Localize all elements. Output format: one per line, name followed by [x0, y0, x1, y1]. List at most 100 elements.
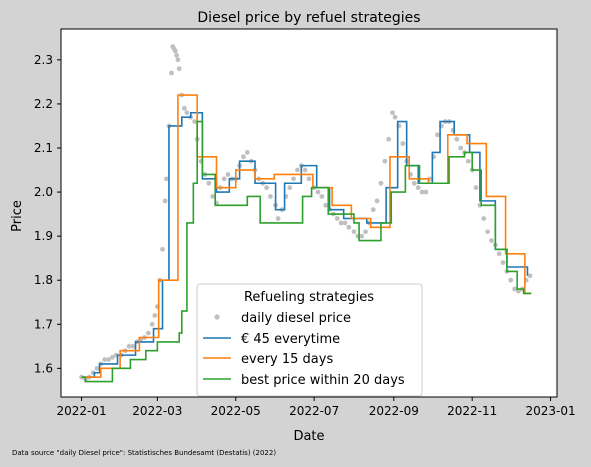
strategy-lines — [81, 94, 532, 383]
y-tick-label: 1.6 — [34, 361, 53, 375]
daily-price-point — [264, 185, 269, 191]
daily-price-point — [415, 185, 421, 191]
daily-price-point — [382, 158, 388, 164]
series-line-best-price-within-20-days — [81, 120, 532, 383]
daily-price-point — [172, 48, 178, 54]
daily-price-point — [351, 229, 357, 235]
daily-price-point — [315, 189, 321, 195]
daily-price-point — [181, 105, 187, 111]
daily-price-point — [512, 286, 517, 292]
daily-price-point — [175, 57, 181, 63]
daily-price-point — [489, 238, 494, 243]
daily-price-point — [130, 343, 136, 349]
legend-marker-daily-price — [214, 314, 220, 320]
daily-price-point — [419, 189, 425, 195]
x-tick-label: 2022-11 — [447, 404, 497, 418]
daily-price-point — [323, 202, 329, 208]
daily-price-point — [473, 185, 479, 191]
legend-title: Refueling strategies — [244, 290, 374, 305]
daily-price-point — [221, 176, 227, 182]
y-tick-label: 1.7 — [34, 317, 53, 331]
daily-price-point — [370, 207, 376, 213]
daily-price-point — [374, 198, 380, 204]
daily-price-point — [163, 176, 169, 182]
daily-price-point — [106, 357, 111, 362]
legend-label-daily-price: daily diesel price — [241, 311, 351, 326]
daily-price-point — [465, 158, 471, 164]
daily-price-point — [338, 220, 344, 226]
daily-price-point — [287, 185, 293, 191]
daily-price-point — [378, 180, 384, 186]
y-tick-label: 1.9 — [34, 229, 53, 243]
daily-price-point — [423, 189, 429, 195]
daily-price-point — [149, 321, 155, 327]
daily-price-point — [306, 176, 312, 182]
x-axis-ticks: 2022-01 2022-03 2022-05 2022-07 2022-09 2022-… — [56, 397, 576, 418]
daily-price-point — [225, 172, 231, 177]
daily-price-point — [500, 260, 506, 265]
daily-price-point — [481, 216, 487, 221]
y-tick-label: 2.2 — [34, 97, 53, 111]
chart-title: Diesel price by refuel strategies — [197, 10, 420, 26]
legend: Refueling strategies daily diesel price … — [196, 283, 423, 397]
daily-price-point — [268, 194, 273, 199]
daily-price-point — [508, 277, 514, 283]
daily-price-point — [386, 136, 392, 142]
y-tick-label: 2.1 — [34, 141, 53, 155]
daily-price-point — [162, 198, 168, 204]
daily-price-point — [454, 136, 460, 142]
y-axis-label: Price — [10, 200, 25, 232]
daily-price-point — [516, 288, 521, 294]
daily-price-point — [400, 141, 406, 146]
daily-price-point — [363, 229, 368, 235]
x-tick-label: 2022-09 — [369, 404, 419, 418]
daily-price-point — [435, 132, 440, 138]
daily-price-point — [102, 357, 108, 362]
legend-box — [196, 283, 423, 397]
daily-price-point — [210, 194, 216, 199]
y-tick-label: 2.0 — [34, 185, 53, 199]
daily-price-point — [411, 180, 417, 186]
daily-price-point — [527, 273, 533, 279]
daily-price-point — [359, 233, 365, 239]
x-axis-label: Date — [293, 429, 324, 444]
x-tick-label: 2022-03 — [132, 404, 182, 418]
daily-price-point — [390, 110, 395, 116]
daily-price-point — [346, 224, 352, 230]
daily-price-point — [275, 216, 281, 221]
x-tick-label: 2022-01 — [56, 404, 106, 418]
daily-price-point — [244, 150, 250, 155]
plot-frame — [60, 28, 558, 398]
legend-label-45-everytime: € 45 everytime — [241, 332, 340, 347]
x-tick-label: 2022-07 — [289, 404, 339, 418]
daily-price-point — [206, 180, 212, 186]
daily-price-point — [496, 251, 502, 257]
daily-price-point — [302, 167, 308, 173]
daily-price-point — [176, 66, 182, 72]
daily-price-point — [192, 119, 198, 124]
daily-price-point — [145, 330, 151, 336]
daily-price-point — [79, 374, 84, 380]
daily-price-point — [126, 343, 132, 349]
daily-price-point — [485, 229, 491, 235]
legend-label-best-price: best price within 20 days — [241, 373, 405, 388]
daily-price-point — [160, 246, 165, 252]
daily-price-point — [291, 176, 296, 182]
x-tick-label: 2022-05 — [211, 404, 261, 418]
daily-price-point — [174, 53, 180, 58]
daily-price-point — [109, 354, 115, 360]
daily-price-point — [152, 313, 158, 318]
series-line-45-everytime — [81, 111, 529, 378]
data-source-footnote: Data source "daily Diesel price": Statis… — [12, 449, 276, 457]
legend-label-every-15-days: every 15 days — [241, 352, 333, 367]
x-tick-label: 2023-01 — [526, 404, 576, 418]
daily-price-point — [295, 167, 300, 173]
y-tick-label: 2.3 — [34, 53, 53, 67]
daily-price-point — [334, 216, 340, 221]
daily-price-point — [342, 220, 348, 226]
daily-price-point — [94, 365, 100, 371]
daily-price-point — [184, 110, 190, 116]
daily-price-point — [392, 114, 398, 120]
y-tick-label: 1.8 — [34, 273, 53, 287]
